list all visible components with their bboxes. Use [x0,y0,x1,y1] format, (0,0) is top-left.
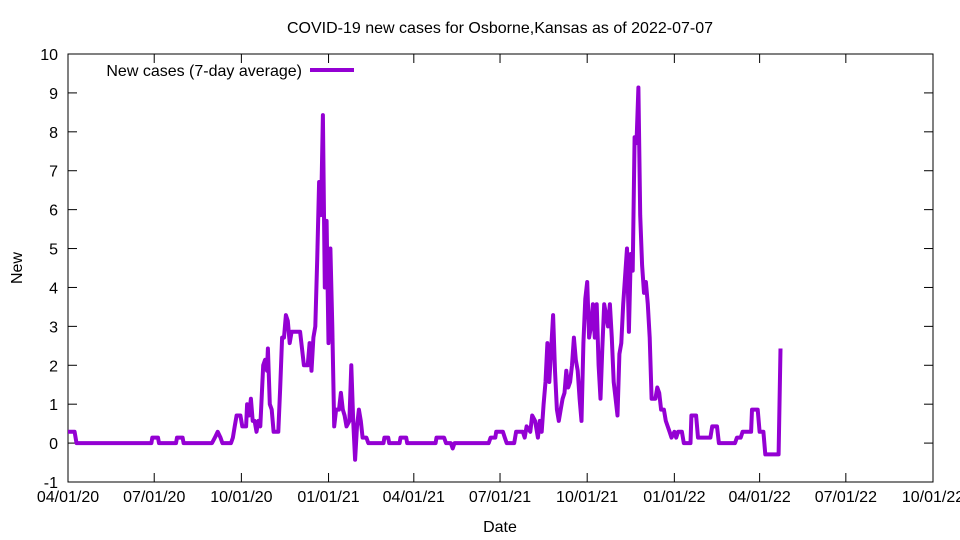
x-axis-label: Date [483,519,517,536]
chart-title: COVID-19 new cases for Osborne,Kansas as… [287,20,713,37]
x-tick-label: 01/01/21 [297,489,359,506]
x-tick-label: 10/01/21 [556,489,618,506]
x-tick-label: 07/01/22 [815,489,877,506]
series-line [68,85,783,462]
y-tick-label: -1 [44,475,58,492]
y-tick-label: 6 [49,203,58,220]
x-tick-label: 10/01/22 [902,489,960,506]
x-tick-label: 04/01/22 [728,489,790,506]
x-tick-label: 07/01/20 [123,489,185,506]
legend-label: New cases (7-day average) [106,63,302,80]
y-tick-label: 0 [49,436,58,453]
y-tick-label: 9 [49,86,58,103]
y-tick-label: 2 [49,358,58,375]
x-axis-ticks: 04/01/20 07/01/20 10/01/20 01/01/21 04/01/21… [37,54,960,506]
y-tick-label: 5 [49,242,58,259]
x-tick-label: 04/01/21 [383,489,445,506]
y-axis-label: New [9,252,26,284]
x-tick-label: 10/01/20 [210,489,272,506]
y-tick-label: 1 [49,397,58,414]
y-tick-label: 3 [49,319,58,336]
x-tick-label: 04/01/20 [37,489,99,506]
y-tick-label: 10 [40,47,58,64]
x-tick-label: 07/01/21 [469,489,531,506]
y-tick-label: 7 [49,164,58,181]
legend: New cases (7-day average) [106,63,354,80]
series-layer [68,85,783,462]
y-tick-label: 8 [49,125,58,142]
x-tick-label: 01/01/22 [643,489,705,506]
y-axis-ticks: -1 0 1 2 3 4 5 6 7 8 9 10 [40,47,933,492]
plot-area-border [67,53,934,483]
y-tick-label: 4 [49,280,58,297]
